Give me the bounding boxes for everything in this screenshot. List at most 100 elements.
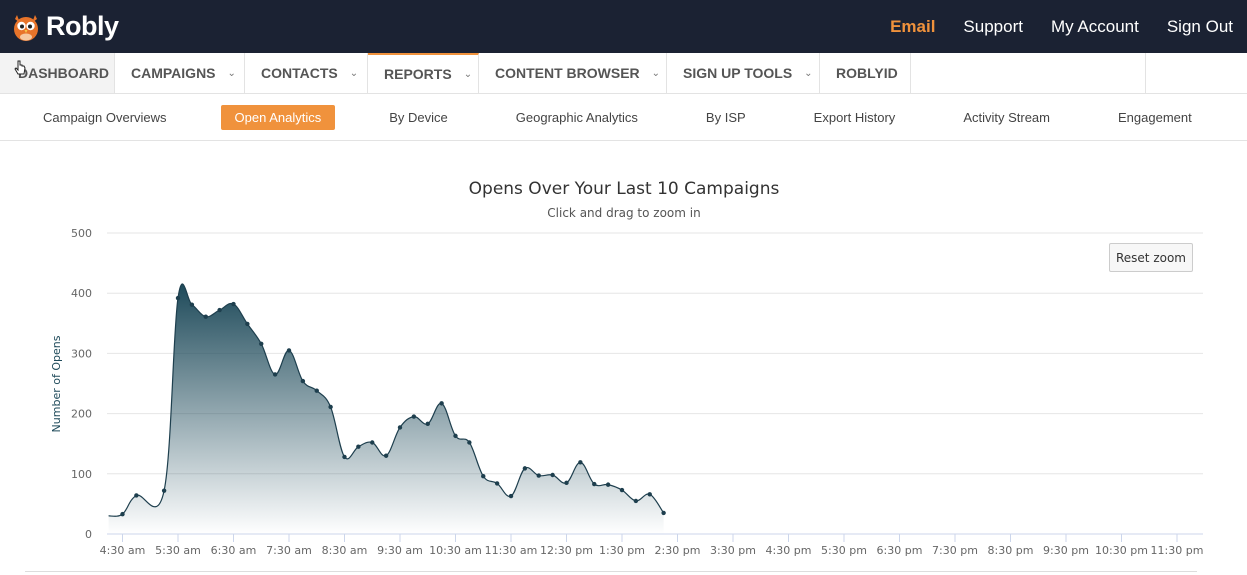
x-tick-label: 5:30 pm (821, 544, 867, 557)
data-point[interactable] (259, 341, 264, 346)
top-nav-email[interactable]: Email (890, 16, 936, 36)
main-nav-end (1145, 53, 1247, 93)
reset-zoom-button[interactable]: Reset zoom (1109, 243, 1193, 272)
sub-nav: Campaign Overviews Open Analytics By Dev… (0, 94, 1247, 141)
chevron-down-icon: ⌄ (349, 67, 359, 79)
data-point[interactable] (425, 421, 430, 427)
x-tick-label: 6:30 am (211, 544, 257, 557)
x-tick-label: 10:30 am (429, 544, 482, 557)
data-point[interactable] (439, 401, 444, 406)
main-nav-contacts-label: CONTACTS (261, 65, 338, 81)
data-point[interactable] (564, 480, 569, 486)
x-tick-label: 4:30 am (100, 544, 146, 557)
data-point[interactable] (314, 388, 319, 393)
main-nav-sign-up-tools[interactable]: SIGN UP TOOLS ⌄ (667, 53, 820, 93)
data-point[interactable] (189, 302, 195, 307)
data-point[interactable] (647, 492, 652, 497)
main-nav-campaigns[interactable]: CAMPAIGNS ⌄ (115, 53, 245, 93)
y-tick-label: 100 (71, 468, 92, 481)
main-nav-dashboard-label: DASHBOARD (18, 65, 109, 81)
data-point[interactable] (467, 440, 472, 445)
y-tick-label: 400 (71, 287, 92, 300)
data-point[interactable] (175, 295, 181, 301)
main-nav-reports[interactable]: REPORTS ⌄ (368, 53, 479, 93)
sub-nav-by-device[interactable]: By Device (389, 109, 448, 125)
data-point[interactable] (342, 454, 347, 460)
main-nav-contacts[interactable]: CONTACTS ⌄ (245, 53, 368, 93)
data-point[interactable] (245, 321, 250, 327)
data-point[interactable] (300, 378, 306, 384)
sub-nav-by-isp[interactable]: By ISP (705, 109, 746, 125)
data-point[interactable] (370, 440, 375, 445)
chevron-down-icon: ⌄ (651, 67, 661, 79)
top-nav-support[interactable]: Support (963, 16, 1023, 36)
main-nav-spacer (911, 53, 1145, 93)
data-point[interactable] (619, 487, 625, 493)
data-point[interactable] (453, 433, 458, 439)
data-point[interactable] (397, 425, 403, 430)
data-point[interactable] (272, 372, 278, 377)
opens-area (108, 284, 664, 534)
x-tick-label: 5:30 am (155, 544, 201, 557)
data-point[interactable] (411, 414, 417, 419)
data-point[interactable] (592, 481, 597, 487)
data-point[interactable] (633, 498, 639, 504)
x-tick-label: 7:30 am (266, 544, 312, 557)
y-tick-label: 500 (71, 227, 92, 240)
data-point[interactable] (383, 453, 389, 458)
chevron-down-icon: ⌄ (463, 68, 473, 80)
data-point[interactable] (536, 473, 541, 478)
data-point[interactable] (356, 444, 361, 449)
y-tick-label: 200 (71, 408, 92, 421)
data-point[interactable] (328, 404, 333, 410)
data-point[interactable] (120, 511, 125, 517)
data-point[interactable] (203, 314, 208, 319)
data-point[interactable] (231, 301, 236, 307)
x-tick-label: 3:30 pm (710, 544, 756, 557)
data-point[interactable] (661, 510, 666, 516)
hand-cursor-icon (14, 60, 26, 75)
chart-title: Opens Over Your Last 10 Campaigns (469, 179, 780, 199)
x-tick-label: 12:30 pm (540, 544, 593, 557)
top-nav-sign-out[interactable]: Sign Out (1166, 16, 1233, 36)
data-point[interactable] (134, 493, 139, 498)
sub-nav-export-history[interactable]: Export History (813, 109, 896, 125)
data-point[interactable] (286, 348, 292, 353)
data-point[interactable] (522, 466, 528, 471)
data-point[interactable] (578, 460, 583, 465)
x-tick-label: 6:30 pm (877, 544, 923, 557)
sub-nav-geographic-analytics[interactable]: Geographic Analytics (515, 109, 638, 125)
owl-logo-icon (14, 14, 38, 41)
chevron-down-icon: ⌄ (227, 67, 236, 79)
sub-nav-engagement[interactable]: Engagement (1118, 109, 1192, 125)
sub-nav-campaign-overviews[interactable]: Campaign Overviews (43, 109, 167, 125)
brand-name: Robly (46, 11, 119, 41)
logo[interactable]: Robly (12, 11, 119, 42)
data-point[interactable] (508, 493, 514, 499)
divider (25, 571, 1197, 572)
main-nav-reports-label: REPORTS (384, 66, 452, 82)
x-tick-label: 7:30 pm (932, 544, 978, 557)
top-nav-my-account[interactable]: My Account (1050, 16, 1139, 36)
opens-chart[interactable]: Opens Over Your Last 10 Campaigns Click … (0, 141, 1247, 575)
main-nav-content-browser[interactable]: CONTENT BROWSER ⌄ (479, 53, 667, 93)
data-point[interactable] (494, 481, 500, 486)
data-point[interactable] (605, 482, 611, 487)
data-point[interactable] (481, 474, 486, 479)
main-nav-roblyid[interactable]: ROBLYID (820, 53, 911, 93)
main-nav-campaigns-label: CAMPAIGNS (131, 65, 216, 81)
top-bar: Robly Email Support My Account Sign Out (0, 0, 1247, 53)
sub-nav-open-analytics[interactable]: Open Analytics (220, 104, 336, 130)
x-tick-label: 1:30 pm (599, 544, 645, 557)
data-point[interactable] (217, 307, 222, 313)
main-nav: DASHBOARD CAMPAIGNS ⌄ CONTACTS ⌄ REPORTS… (0, 53, 1247, 94)
y-axis-label: Number of Opens (50, 335, 63, 432)
x-tick-label: 4:30 pm (766, 544, 812, 557)
data-point[interactable] (161, 488, 167, 493)
y-tick-label: 300 (71, 347, 92, 360)
sub-nav-activity-stream[interactable]: Activity Stream (963, 109, 1050, 125)
x-tick-label: 8:30 pm (988, 544, 1034, 557)
data-point[interactable] (550, 472, 555, 478)
top-nav: Email Support My Account Sign Out (862, 17, 1233, 37)
chart-subtitle: Click and drag to zoom in (547, 206, 700, 220)
